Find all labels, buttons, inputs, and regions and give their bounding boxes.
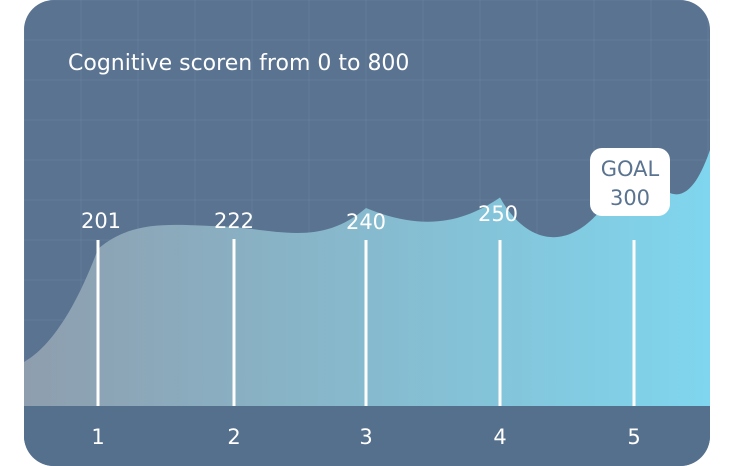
x-tick-5: 5 [627,425,640,449]
goal-callout: GOAL 300 [590,148,670,216]
goal-value: 300 [610,186,650,210]
score-area-chart: 201 222 240 250 1 2 3 4 5 GOAL 300 Cognitive sc… [24,0,710,466]
x-tick-labels: 1 2 3 4 5 [91,425,640,449]
data-label-1: 201 [81,209,121,233]
chart-title: Cognitive scoren from 0 to 800 [68,51,409,76]
x-axis-band [24,406,710,466]
chart-card: 201 222 240 250 1 2 3 4 5 GOAL 300 Cognitive sc… [24,0,710,466]
data-label-2: 222 [214,209,254,233]
goal-label: GOAL [601,157,660,181]
goal-badge [590,148,670,216]
marker-lines [96,239,636,406]
x-tick-1: 1 [91,425,104,449]
x-tick-4: 4 [493,425,506,449]
data-label-4: 250 [478,202,518,226]
data-labels: 201 222 240 250 [81,202,518,234]
x-tick-2: 2 [227,425,240,449]
data-label-3: 240 [346,210,386,234]
x-tick-3: 3 [359,425,372,449]
